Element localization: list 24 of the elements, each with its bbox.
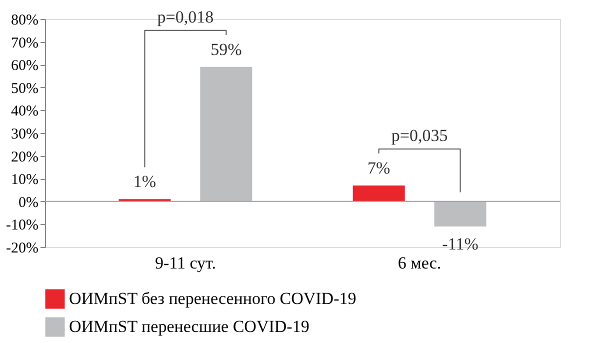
annotation: p=0,018 (157, 7, 214, 26)
y-tick-label: -20% (6, 240, 38, 256)
bar (352, 185, 405, 202)
data-label: 1% (133, 172, 156, 192)
bar (434, 201, 486, 226)
annotation: p=0,035 (391, 126, 448, 145)
legend-label: ОИМпST перенесшие COVID-19 (69, 317, 310, 336)
y-tick-label: 50% (11, 80, 38, 97)
y-tick-label: 0% (18, 194, 38, 211)
y-tick-label: 10% (11, 172, 38, 188)
bar (200, 66, 252, 202)
x-tick-label: 6 мес. (398, 254, 442, 272)
y-tick-label: 70% (11, 35, 38, 52)
y-tick-label: -10% (6, 218, 38, 234)
y-tick-label: 40% (11, 104, 38, 120)
x-tick-label: 9-11 сут. (154, 254, 216, 272)
y-tick-label: 60% (11, 58, 38, 74)
data-label: 59% (210, 40, 242, 59)
data-label: -11% (442, 234, 478, 254)
legend-label: ОИМпST без перенесенного COVID-19 (69, 289, 356, 308)
y-tick-label: 20% (11, 149, 38, 166)
y-tick-label: 30% (11, 126, 38, 142)
y-tick-label: 80% (11, 12, 38, 28)
data-label: 7% (368, 158, 390, 178)
